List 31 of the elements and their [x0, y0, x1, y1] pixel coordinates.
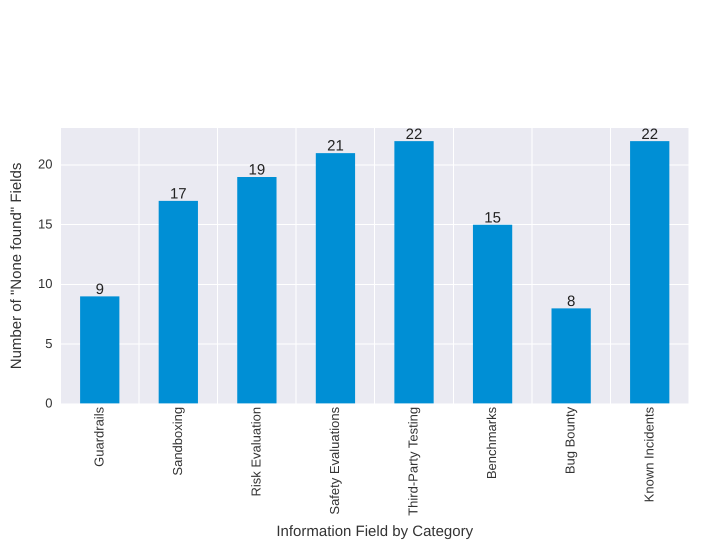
data-label: 9 — [96, 281, 104, 298]
data-label: 17 — [170, 186, 187, 202]
x-tick-label: Safety Evaluations — [327, 406, 342, 515]
x-tick-label: Benchmarks — [484, 406, 500, 480]
x-axis-title: Information Field by Category — [276, 523, 474, 540]
data-label: 22 — [406, 126, 422, 143]
data-label: 22 — [641, 126, 658, 143]
bar — [472, 224, 512, 404]
x-tick-label: Known Incidents — [641, 406, 656, 502]
y-tick-label: 0 — [45, 395, 52, 410]
data-label: 21 — [327, 138, 344, 155]
bar — [237, 176, 277, 404]
data-label: 19 — [248, 162, 266, 179]
x-tick-label: Guardrails — [91, 406, 106, 467]
bar — [158, 200, 198, 404]
x-tick-label: Bug Bounty — [562, 406, 578, 474]
x-tick-label: Sandboxing — [170, 406, 185, 476]
bar — [552, 308, 591, 404]
y-tick-label: 20 — [38, 156, 52, 172]
y-axis-title: Number of "None found" Fields — [8, 162, 26, 370]
bar — [80, 296, 120, 404]
data-label: 8 — [566, 292, 576, 310]
bar — [630, 141, 670, 404]
y-tick-label: 15 — [38, 216, 52, 232]
y-tick-label: 10 — [38, 276, 52, 292]
bar — [316, 153, 356, 404]
x-tick-label: Risk Evaluation — [248, 406, 264, 497]
bar — [394, 141, 434, 404]
x-tick-label: Third-Party Testing — [406, 406, 421, 516]
data-label: 15 — [484, 209, 501, 226]
y-tick-label: 5 — [45, 336, 52, 351]
